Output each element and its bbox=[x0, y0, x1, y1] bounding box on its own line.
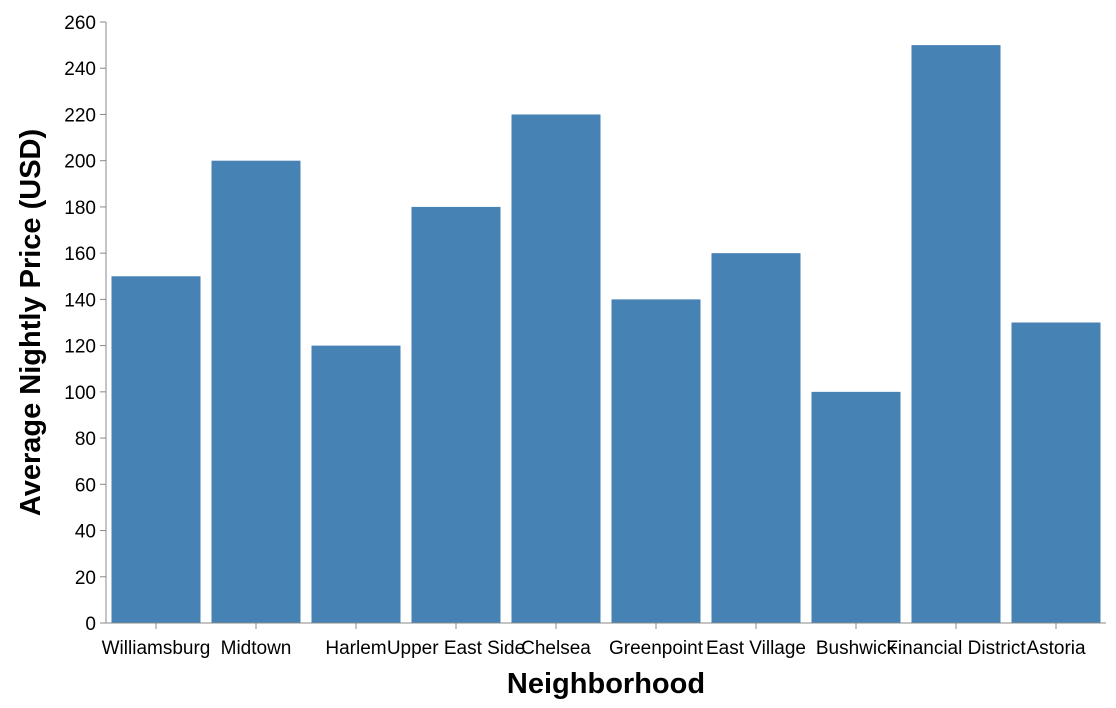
x-tick-label: East Village bbox=[706, 638, 806, 659]
y-tick-label: 220 bbox=[64, 105, 96, 126]
bar-bushwick bbox=[811, 391, 901, 623]
bar-upper-east-side bbox=[411, 206, 501, 623]
y-tick-label: 160 bbox=[64, 244, 96, 265]
bar-financial-district bbox=[911, 45, 1001, 624]
y-tick-label: 200 bbox=[64, 152, 96, 173]
bar-greenpoint bbox=[611, 299, 701, 623]
x-tick-label: Williamsburg bbox=[102, 638, 211, 659]
y-tick-label: 100 bbox=[64, 383, 96, 404]
x-tick-label: Financial District bbox=[886, 638, 1026, 659]
bars-group bbox=[111, 45, 1101, 624]
y-tick-label: 120 bbox=[64, 337, 96, 358]
bar-harlem bbox=[311, 345, 401, 623]
x-axis: Williamsburg Midtown Harlem Upper East Side… bbox=[102, 622, 1106, 659]
bar-williamsburg bbox=[111, 276, 201, 623]
y-axis-title: Average Nightly Price (USD) bbox=[15, 129, 47, 516]
x-tick-label: Bushwick bbox=[816, 638, 897, 659]
bar-midtown bbox=[211, 160, 301, 623]
x-tick-label: Astoria bbox=[1026, 638, 1086, 659]
x-axis-title: Neighborhood bbox=[507, 668, 705, 700]
x-tick-label: Chelsea bbox=[521, 638, 591, 659]
y-tick-label: 0 bbox=[85, 614, 96, 635]
y-tick-label: 180 bbox=[64, 198, 96, 219]
y-tick-label: 140 bbox=[64, 290, 96, 311]
x-tick-label: Harlem bbox=[325, 638, 386, 659]
bar-east-village bbox=[711, 253, 801, 623]
y-tick-label: 60 bbox=[75, 475, 96, 496]
x-tick-label: Greenpoint bbox=[609, 638, 704, 659]
y-tick-label: 40 bbox=[75, 522, 96, 543]
x-tick-label: Midtown bbox=[221, 638, 292, 659]
bar-astoria bbox=[1011, 322, 1101, 623]
x-tick-label: Upper East Side bbox=[387, 638, 525, 659]
y-tick-label: 20 bbox=[75, 568, 96, 589]
y-tick-label: 240 bbox=[64, 59, 96, 80]
y-axis: 0 20 40 60 80 100 120 140 160 180 200 220 240 260 bbox=[64, 13, 107, 635]
y-tick-label: 260 bbox=[64, 13, 96, 34]
bar-chelsea bbox=[511, 114, 601, 623]
y-tick-label: 80 bbox=[75, 429, 96, 450]
